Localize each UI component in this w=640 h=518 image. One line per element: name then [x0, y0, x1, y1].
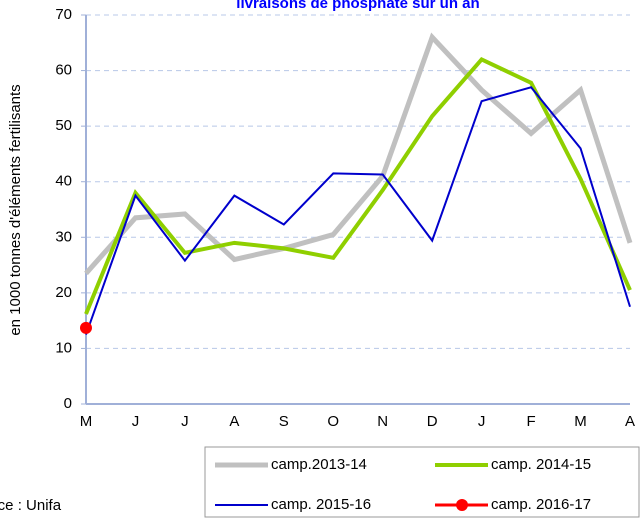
x-tick-label: J	[478, 413, 486, 430]
y-tick-label: 40	[55, 173, 72, 190]
y-tick-label: 20	[55, 284, 72, 301]
source-note: Source : Unifa	[0, 497, 62, 514]
y-axis-label: en 1000 tonnes d'éléments fertilisants	[7, 84, 24, 335]
series-marker	[80, 321, 92, 334]
x-tick-label: O	[327, 413, 339, 430]
legend-label: camp. 2016-17	[491, 496, 591, 513]
x-tick-label: M	[574, 413, 587, 430]
y-tick-label: 70	[55, 6, 72, 23]
legend-marker	[456, 499, 468, 511]
x-tick-label: J	[181, 413, 189, 430]
x-tick-label: N	[377, 413, 388, 430]
y-tick-label: 0	[64, 395, 72, 412]
x-tick-label: J	[132, 413, 140, 430]
series-line	[84, 32, 633, 276]
legend-label: camp. 2014-15	[491, 456, 591, 473]
series-line	[85, 86, 631, 335]
series-line	[84, 57, 632, 315]
x-tick-label: A	[229, 413, 239, 430]
x-tick-label: F	[527, 413, 536, 430]
x-tick-label: A	[625, 413, 635, 430]
chart-title: livraisons de phosphate sur un an	[236, 0, 479, 12]
y-tick-label: 50	[55, 117, 72, 134]
y-tick-label: 10	[55, 339, 72, 356]
x-tick-label: M	[80, 413, 93, 430]
x-tick-label: S	[279, 413, 289, 430]
legend-label: camp. 2015-16	[271, 496, 371, 513]
legend-box	[204, 446, 640, 518]
x-tick-label: D	[427, 413, 438, 430]
legend-label: camp.2013-14	[271, 456, 367, 473]
y-tick-label: 60	[55, 62, 72, 79]
y-tick-label: 30	[55, 228, 72, 245]
